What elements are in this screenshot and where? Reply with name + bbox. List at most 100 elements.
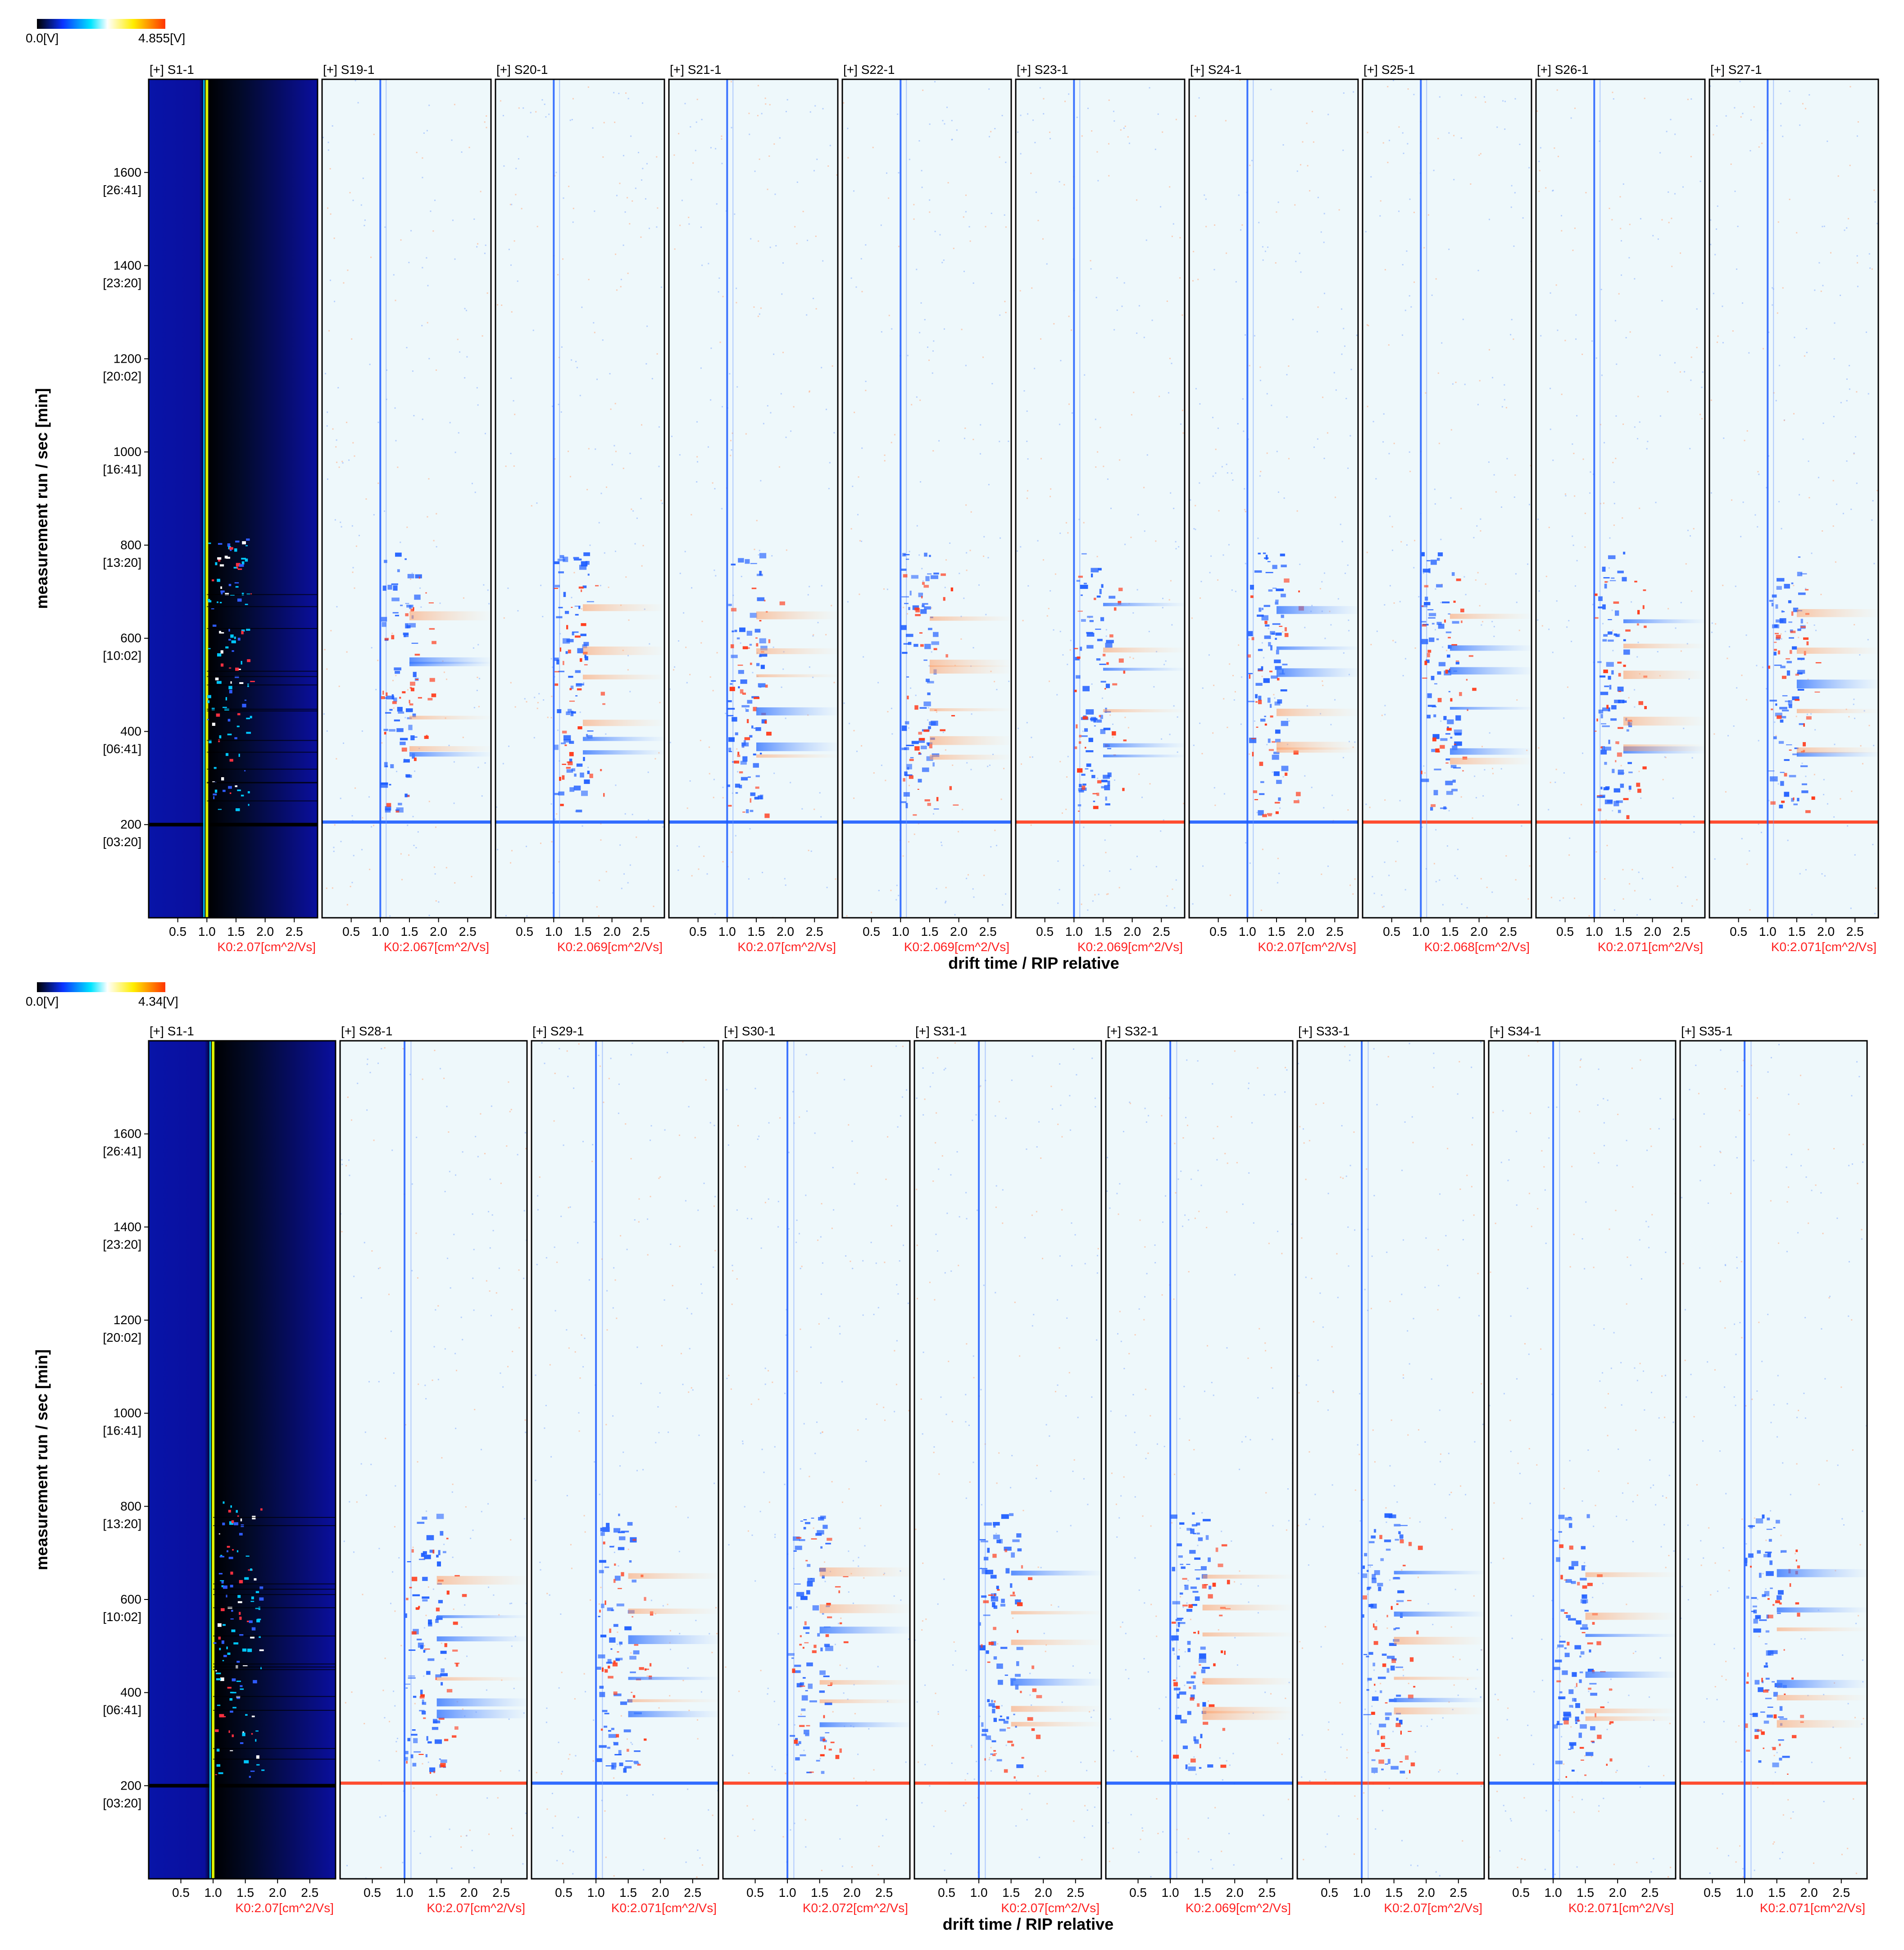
noise-speck — [449, 422, 451, 424]
noise-speck — [1127, 136, 1129, 138]
noise-speck — [1042, 238, 1044, 240]
noise-speck — [1288, 365, 1290, 367]
noise-speck — [1367, 132, 1368, 133]
positive-peak — [737, 755, 741, 757]
noise-speck — [1621, 274, 1622, 276]
noise-speck — [477, 243, 479, 245]
noise-speck — [965, 1669, 967, 1671]
noise-speck — [373, 514, 375, 516]
reference-peak — [221, 592, 223, 595]
noise-speck — [814, 1453, 816, 1454]
negative-peak — [1797, 688, 1804, 691]
noise-speck — [395, 300, 396, 301]
noise-speck — [626, 1738, 628, 1740]
noise-speck — [1857, 286, 1859, 287]
reference-peak — [217, 1704, 221, 1706]
noise-speck — [850, 1261, 851, 1262]
noise-speck — [966, 1218, 968, 1220]
positive-peak — [1777, 715, 1782, 719]
noise-speck — [1108, 1822, 1109, 1823]
noise-speck — [1742, 113, 1744, 114]
rip-line — [786, 1041, 789, 1879]
x-tick-label: 2.5 — [301, 1886, 318, 1900]
positive-peak — [1623, 798, 1629, 800]
noise-speck — [963, 1804, 964, 1806]
noise-speck — [1848, 716, 1850, 718]
noise-speck — [551, 1793, 553, 1795]
reference-peak — [230, 1750, 233, 1751]
noise-speck — [1049, 680, 1050, 682]
negative-peak — [1623, 639, 1626, 642]
noise-speck — [1781, 528, 1782, 529]
noise-speck — [1407, 88, 1409, 90]
negative-peak — [1277, 699, 1282, 704]
noise-speck — [847, 601, 849, 603]
noise-speck — [1370, 644, 1372, 646]
noise-speck — [601, 1800, 603, 1801]
negative-peak — [736, 637, 740, 640]
difference-background — [1106, 1041, 1293, 1879]
noise-speck — [981, 1504, 982, 1506]
noise-speck — [477, 766, 479, 768]
noise-speck — [737, 771, 739, 773]
noise-speck — [1064, 100, 1066, 102]
noise-speck — [1050, 1490, 1052, 1492]
negative-peak — [1452, 745, 1458, 750]
noise-speck — [1146, 454, 1148, 456]
noise-speck — [1690, 156, 1692, 158]
noise-speck — [1094, 894, 1096, 896]
noise-speck — [1572, 250, 1574, 251]
noise-speck — [941, 1155, 943, 1157]
horizontal-tail — [1276, 646, 1358, 650]
reference-peak — [255, 1739, 257, 1742]
horizontal-tail — [409, 661, 491, 666]
noise-speck — [921, 568, 923, 570]
negative-peak — [1431, 675, 1435, 680]
y-tick-label-200: 200 — [120, 817, 141, 831]
noise-speck — [646, 163, 648, 164]
positive-peak — [1642, 766, 1647, 770]
noise-speck — [1169, 186, 1171, 188]
noise-speck — [541, 99, 543, 101]
negative-peak — [414, 594, 421, 600]
x-tick-label: 1.5 — [747, 925, 765, 939]
negative-peak — [407, 1738, 410, 1741]
noise-speck — [1527, 898, 1529, 900]
negative-peak — [568, 675, 573, 678]
positive-peak — [1805, 589, 1809, 591]
noise-speck — [1713, 292, 1714, 294]
negative-peak — [1450, 765, 1457, 768]
horizontal-tail — [756, 674, 838, 678]
negative-peak — [1261, 607, 1263, 611]
x-tick-label: 1.0 — [372, 925, 389, 939]
noise-speck — [484, 433, 486, 434]
noise-speck — [428, 915, 430, 916]
streak-line — [732, 79, 734, 918]
noise-speck — [1113, 329, 1115, 331]
positive-peak — [923, 729, 929, 732]
positive-peak — [1102, 654, 1106, 656]
k0-label: K0:2.07[cm^2/Vs] — [737, 940, 836, 954]
noise-speck — [1750, 119, 1752, 121]
positive-peak — [909, 759, 914, 761]
noise-speck — [1780, 633, 1782, 635]
horizontal-tail — [1011, 1706, 1101, 1712]
noise-speck — [1002, 904, 1004, 906]
noise-speck — [921, 170, 922, 172]
noise-speck — [745, 433, 747, 435]
noise-speck — [1081, 135, 1083, 137]
noise-speck — [522, 1863, 524, 1865]
reference-peak — [229, 667, 232, 669]
noise-speck — [1827, 141, 1828, 142]
noise-speck — [1097, 1255, 1099, 1257]
negative-peak — [1610, 718, 1617, 721]
x-tick-label: 2.0 — [1297, 925, 1314, 939]
negative-peak — [409, 623, 416, 628]
negative-peak — [1770, 776, 1778, 782]
noise-speck — [887, 711, 889, 713]
noise-speck — [929, 123, 931, 125]
horizontal-tail — [582, 646, 664, 655]
horizontal-tail — [1103, 647, 1185, 653]
negative-peak — [750, 613, 757, 618]
noise-speck — [886, 1818, 887, 1820]
